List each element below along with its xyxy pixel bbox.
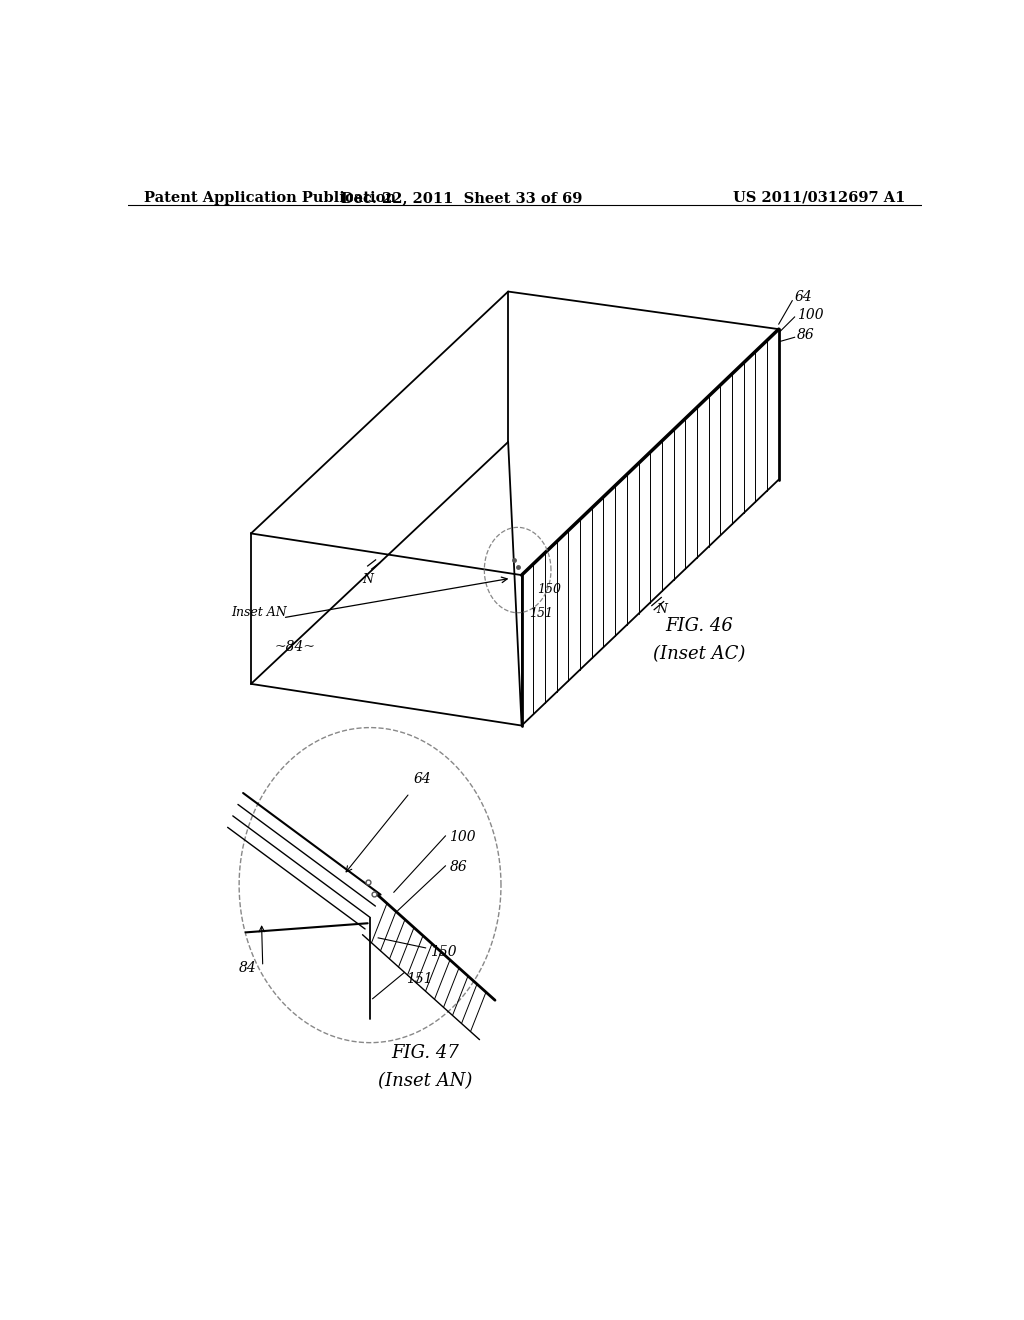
Text: 100: 100 <box>797 308 823 322</box>
Text: 100: 100 <box>450 830 476 843</box>
Text: 86: 86 <box>450 859 467 874</box>
Text: 64: 64 <box>414 772 431 785</box>
Text: 151: 151 <box>528 607 553 620</box>
Text: Inset AN: Inset AN <box>231 606 287 619</box>
Text: N: N <box>656 603 668 615</box>
Text: (Inset AN): (Inset AN) <box>379 1072 473 1090</box>
Text: 84: 84 <box>239 961 257 974</box>
Text: (Inset AC): (Inset AC) <box>653 645 745 664</box>
Text: 86: 86 <box>797 329 815 342</box>
Text: FIG. 47: FIG. 47 <box>391 1044 460 1061</box>
Text: US 2011/0312697 A1: US 2011/0312697 A1 <box>733 191 905 205</box>
Text: FIG. 46: FIG. 46 <box>666 616 733 635</box>
Text: Patent Application Publication: Patent Application Publication <box>143 191 396 205</box>
Text: 64: 64 <box>795 289 812 304</box>
Text: 150: 150 <box>537 583 561 597</box>
Text: 151: 151 <box>406 972 432 986</box>
Text: ~84~: ~84~ <box>274 640 315 655</box>
Text: Dec. 22, 2011  Sheet 33 of 69: Dec. 22, 2011 Sheet 33 of 69 <box>341 191 582 205</box>
Text: 150: 150 <box>430 945 457 960</box>
Text: N: N <box>362 573 373 586</box>
